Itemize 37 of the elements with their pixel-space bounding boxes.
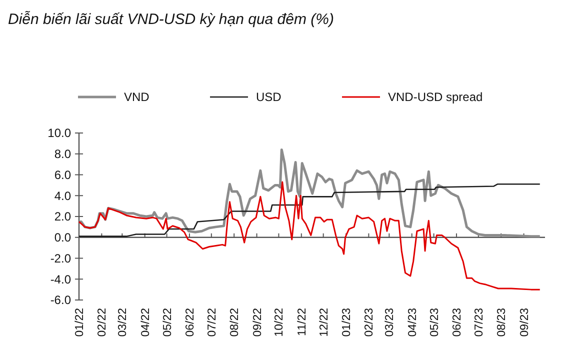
y-tick-label: 2.0: [54, 210, 72, 224]
x-tick-label: 12/22: [318, 308, 330, 337]
line-series: [78, 183, 541, 237]
x-tick-label: 03/23: [384, 308, 396, 337]
y-tick-label: 6.0: [54, 168, 72, 182]
y-tick-label: 8.0: [54, 147, 72, 162]
x-tick-label: 09/23: [518, 308, 531, 337]
x-tick-label: 04/23: [406, 308, 419, 337]
x-tick-label: 10/22: [274, 308, 286, 337]
x-tick-label: 01/23: [341, 308, 354, 337]
legend-label: VND: [124, 90, 150, 104]
legend-label: VND-USD spread: [388, 90, 483, 104]
line-series: [78, 181, 541, 290]
line-series: [78, 148, 542, 238]
x-tick-label: 06/23: [452, 308, 464, 337]
x-tick-label: 09/22: [252, 308, 264, 337]
x-tick-label: 06/22: [184, 308, 196, 337]
x-tick-label: 05/22: [162, 308, 174, 337]
x-tick-label: 04/22: [140, 308, 152, 337]
x-tick-label: 01/22: [74, 308, 86, 337]
x-tick-label: 05/23: [428, 308, 441, 337]
x-tick-label: 03/22: [117, 308, 130, 337]
x-tick-label: 07/23: [473, 308, 486, 337]
x-tick-label: 02/23: [364, 308, 376, 337]
x-tick-label: 07/22: [206, 308, 218, 337]
y-tick-label: 0.0: [54, 230, 72, 245]
y-tick-label: -2.0: [50, 251, 72, 266]
y-tick-label: 10.0: [48, 126, 72, 140]
y-tick-label: -6.0: [50, 293, 72, 308]
x-tick-label: 08/22: [229, 308, 242, 337]
x-tick-label: 11/22: [296, 308, 308, 336]
x-tick-label: 08/23: [496, 308, 508, 337]
x-tick-label: 02/22: [96, 308, 109, 337]
legend-label: USD: [256, 90, 282, 104]
chart-title: Diễn biến lãi suất VND-USD kỳ hạn qua đêm (%): [8, 11, 334, 28]
y-tick-label: -4.0: [50, 272, 72, 286]
y-tick-label: 4.0: [54, 188, 72, 203]
